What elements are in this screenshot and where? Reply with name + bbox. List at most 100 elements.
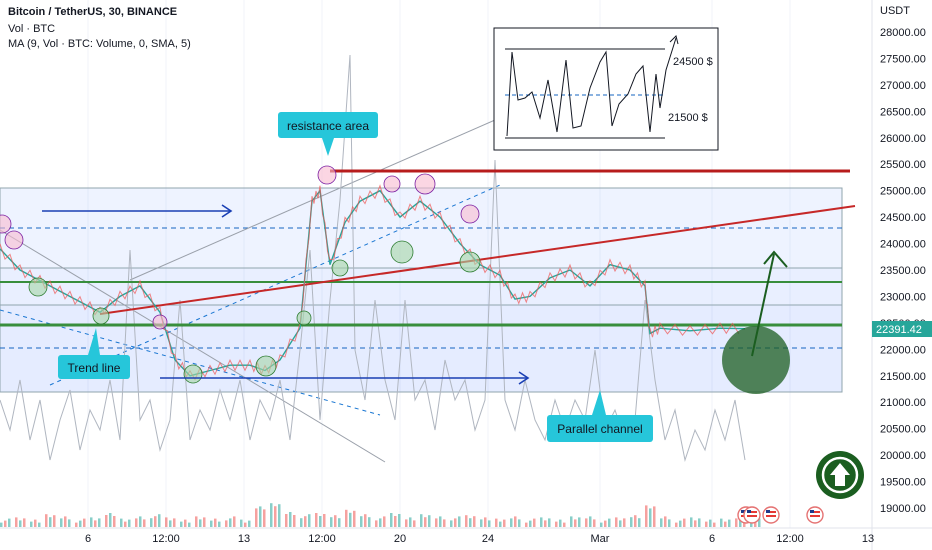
volume-bar bbox=[263, 509, 266, 527]
volume-bar bbox=[240, 519, 243, 527]
x-tick-label: 12:00 bbox=[152, 533, 180, 545]
price-line-down bbox=[0, 184, 740, 381]
blue-arrows bbox=[42, 204, 530, 385]
volume-bar bbox=[713, 522, 716, 527]
volume-bar bbox=[180, 521, 183, 527]
volume-bar bbox=[15, 517, 18, 527]
target-circle bbox=[722, 326, 790, 394]
event-flags[interactable] bbox=[737, 506, 824, 524]
volume-bar bbox=[435, 518, 438, 527]
volume-bar bbox=[739, 516, 742, 527]
volume-bar bbox=[409, 517, 412, 527]
y-tick-label: 19000.00 bbox=[880, 503, 926, 515]
us-flag-icon[interactable] bbox=[806, 506, 824, 524]
volume-bar bbox=[113, 516, 116, 527]
volume-bar bbox=[600, 522, 603, 527]
us-flag-icon[interactable] bbox=[762, 506, 780, 524]
volume-bar bbox=[720, 518, 723, 527]
volume-bar bbox=[23, 518, 26, 527]
volume-bar bbox=[589, 516, 592, 527]
volume-bar bbox=[285, 514, 288, 527]
y-tick-label: 27000.00 bbox=[880, 80, 926, 92]
x-tick-label: 6 bbox=[85, 533, 91, 545]
x-tick-label: 13 bbox=[238, 533, 250, 545]
volume-bar bbox=[458, 516, 461, 527]
volume-bar bbox=[274, 506, 277, 527]
volume-bar bbox=[49, 517, 52, 527]
volume-bar bbox=[38, 522, 41, 527]
x-tick-label: 24 bbox=[482, 533, 494, 545]
volume-bar bbox=[364, 514, 367, 527]
green-up-arrow bbox=[751, 250, 788, 357]
volume-bar bbox=[0, 522, 3, 527]
y-tick-label: 20000.00 bbox=[880, 450, 926, 462]
volume-bar bbox=[533, 518, 536, 527]
volume-bar bbox=[225, 520, 228, 527]
volume-bar bbox=[473, 516, 476, 527]
volume-bar bbox=[120, 518, 123, 527]
volume-bar bbox=[604, 520, 607, 527]
volume-bar bbox=[398, 514, 401, 527]
volume-bar bbox=[173, 518, 176, 527]
inset-diagram: 24500 $ 21500 $ bbox=[493, 27, 719, 151]
volume-bar bbox=[428, 515, 431, 527]
volume-bar bbox=[480, 519, 483, 527]
volume-bar bbox=[128, 519, 131, 527]
volume-bar bbox=[420, 514, 423, 527]
volume-bar bbox=[210, 520, 213, 527]
currency-label: USDT bbox=[880, 5, 910, 17]
volume-bar bbox=[45, 514, 48, 527]
y-tick-label: 25000.00 bbox=[880, 186, 926, 198]
volume-bar bbox=[525, 522, 528, 527]
volume-bar bbox=[705, 521, 708, 527]
volume-bar bbox=[334, 515, 337, 527]
y-tick-label: 26500.00 bbox=[880, 106, 926, 118]
volume-bar bbox=[690, 517, 693, 527]
x-tick-label: 6 bbox=[709, 533, 715, 545]
volume-bar bbox=[383, 516, 386, 527]
volume-bar bbox=[668, 519, 671, 527]
volume-bar bbox=[570, 516, 573, 527]
volume-bar bbox=[503, 519, 506, 527]
current-price-tag: 22391.42 bbox=[872, 321, 932, 337]
volume-bar bbox=[394, 516, 397, 527]
volume-bar bbox=[345, 509, 348, 527]
volume-bar bbox=[94, 520, 97, 527]
volume-bar bbox=[634, 515, 637, 527]
volume-bar bbox=[683, 518, 686, 527]
y-tick-label: 21000.00 bbox=[880, 397, 926, 409]
volume-bar bbox=[75, 522, 78, 527]
volume-bar bbox=[349, 512, 352, 527]
volume-bar bbox=[19, 520, 22, 527]
volume-bar bbox=[619, 520, 622, 527]
trend-line-callout: Trend line bbox=[58, 328, 130, 379]
volume-bar bbox=[728, 519, 731, 527]
volume-bar bbox=[289, 512, 292, 527]
y-tick-label: 28000.00 bbox=[880, 27, 926, 39]
resistance-area-label: resistance area bbox=[287, 119, 369, 133]
volume-bar bbox=[548, 518, 551, 527]
volume-bar bbox=[203, 517, 206, 527]
volume-bar bbox=[413, 520, 416, 527]
volume-bar bbox=[195, 516, 198, 527]
price-axis[interactable] bbox=[872, 0, 932, 528]
up-arrow-button[interactable] bbox=[816, 451, 864, 499]
volume-bar bbox=[454, 518, 457, 527]
volume-bar bbox=[330, 517, 333, 527]
volume-bar bbox=[315, 513, 318, 527]
us-flag-icon[interactable] bbox=[743, 506, 761, 524]
resistance-area-callout: resistance area bbox=[278, 112, 378, 156]
volume-bar bbox=[323, 514, 326, 527]
volume-bar bbox=[514, 516, 517, 527]
volume-bar bbox=[109, 513, 112, 527]
volume-bar bbox=[559, 519, 562, 527]
y-tick-label: 23000.00 bbox=[880, 291, 926, 303]
volume-bar bbox=[248, 520, 251, 527]
volume-bar bbox=[233, 516, 236, 527]
volume-bar bbox=[758, 518, 761, 527]
volume-bar bbox=[754, 520, 757, 527]
volume-bar bbox=[4, 520, 7, 527]
x-tick-labels: 6 12:00 13 12:00 20 24 Mar 6 12:00 13 bbox=[85, 533, 874, 545]
volume-bar bbox=[469, 518, 472, 527]
